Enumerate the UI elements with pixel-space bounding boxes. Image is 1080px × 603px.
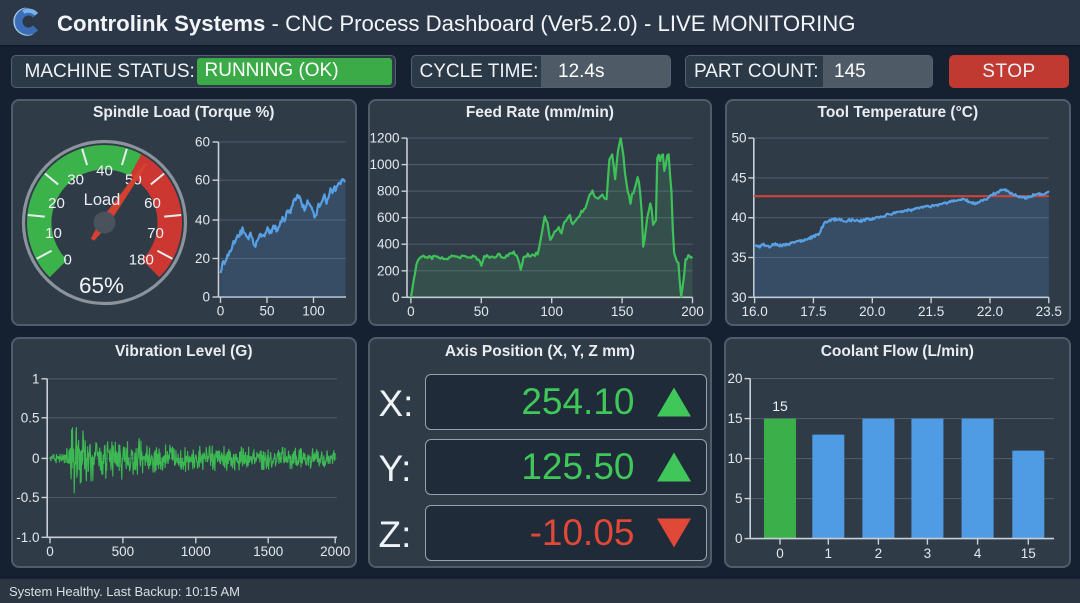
svg-text:2: 2 [875,546,883,561]
svg-text:1: 1 [825,546,833,561]
svg-text:1: 1 [31,371,39,386]
svg-text:800: 800 [376,183,399,198]
svg-text:200: 200 [376,263,399,278]
svg-text:23.5: 23.5 [1036,303,1062,318]
svg-text:5: 5 [735,491,743,506]
svg-text:45: 45 [731,170,746,185]
svg-text:30: 30 [731,289,746,304]
svg-text:180: 180 [128,251,153,268]
svg-text:Load: Load [83,191,120,209]
svg-text:400: 400 [376,236,399,251]
svg-text:3: 3 [924,546,932,561]
svg-text:17.5: 17.5 [800,303,826,318]
svg-text:10: 10 [45,224,62,241]
svg-text:-1.0: -1.0 [16,530,39,545]
svg-text:15: 15 [772,398,788,414]
svg-text:1000: 1000 [369,157,399,172]
svg-text:0: 0 [776,546,784,561]
svg-text:0: 0 [46,544,54,559]
svg-text:15: 15 [1021,546,1036,561]
svg-text:60: 60 [144,194,161,211]
svg-text:0: 0 [735,531,743,546]
svg-text:4: 4 [974,546,982,561]
svg-text:150: 150 [610,303,633,318]
svg-text:50: 50 [259,303,274,318]
svg-text:2000: 2000 [320,544,350,559]
svg-text:15: 15 [727,411,742,426]
svg-text:0.5: 0.5 [20,410,39,425]
svg-text:65%: 65% [78,273,123,298]
svg-text:20: 20 [48,194,65,211]
svg-text:0: 0 [407,303,415,318]
svg-text:40: 40 [194,212,209,227]
svg-text:30: 30 [67,171,84,188]
svg-text:35: 35 [731,250,746,265]
svg-text:20.0: 20.0 [859,303,885,318]
svg-text:21.5: 21.5 [918,303,944,318]
svg-text:0: 0 [391,289,399,304]
svg-text:40: 40 [731,210,746,225]
svg-text:600: 600 [376,210,399,225]
svg-text:50: 50 [731,130,746,145]
svg-text:20: 20 [727,371,742,386]
svg-text:40: 40 [96,162,113,179]
svg-text:0: 0 [202,289,210,304]
svg-text:50: 50 [473,303,488,318]
svg-text:-0.5: -0.5 [16,490,39,505]
svg-text:200: 200 [681,303,704,318]
svg-text:0: 0 [216,303,224,318]
svg-text:16.0: 16.0 [741,303,767,318]
svg-text:100: 100 [540,303,563,318]
svg-text:10: 10 [727,451,742,466]
svg-text:0: 0 [63,251,71,268]
svg-text:1500: 1500 [253,544,283,559]
svg-text:60: 60 [194,172,209,187]
svg-text:70: 70 [147,224,164,241]
svg-text:0: 0 [31,451,39,466]
svg-text:100: 100 [302,303,325,318]
svg-text:22.0: 22.0 [977,303,1003,318]
svg-text:20: 20 [194,251,209,266]
svg-text:500: 500 [111,544,134,559]
svg-text:1200: 1200 [369,130,399,145]
svg-text:60: 60 [194,134,209,149]
svg-text:1000: 1000 [180,544,210,559]
